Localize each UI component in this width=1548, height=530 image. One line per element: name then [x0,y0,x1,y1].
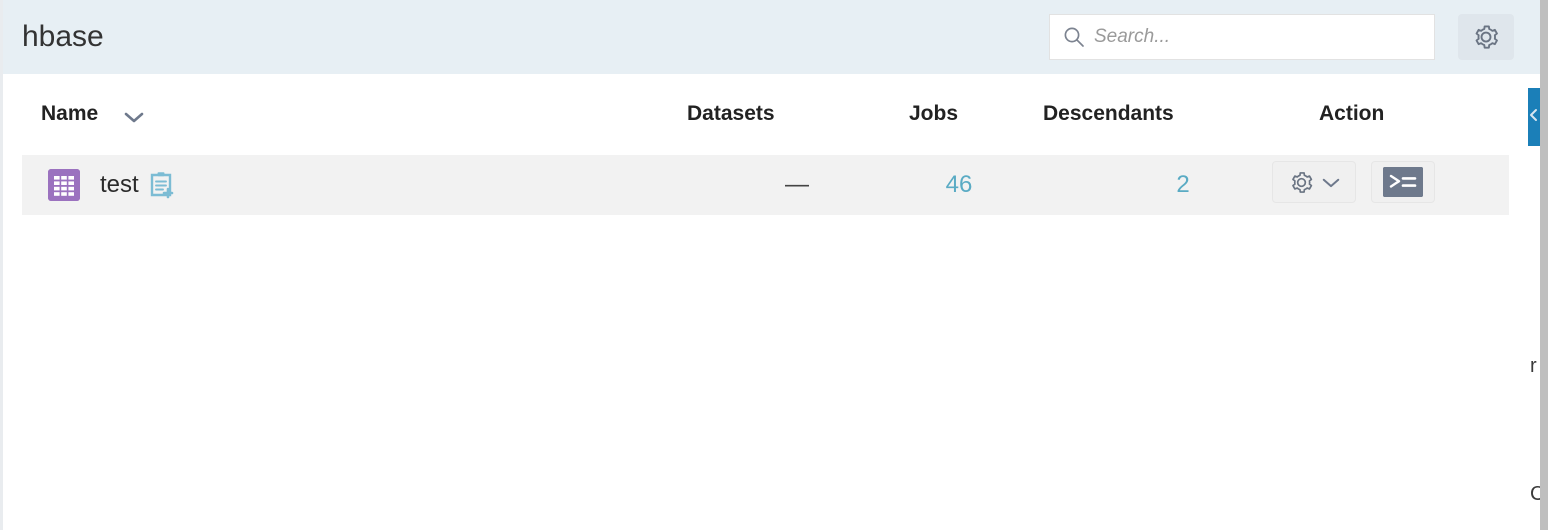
row-datasets-value: — [785,171,809,198]
vertical-scrollbar[interactable] [1540,0,1548,530]
clipboard-add-icon[interactable] [148,171,174,199]
row-action-cell [1272,161,1435,203]
row-descendants-value[interactable]: 2 [1176,171,1190,198]
row-terminal-button[interactable] [1371,161,1435,203]
row-jobs-value[interactable]: 46 [945,171,973,198]
search-icon [1064,27,1084,47]
chevron-down-icon [1322,178,1339,187]
row-name-label: test [100,171,139,198]
right-panel-strip: r C [1528,0,1540,530]
right-panel-header-strip [1528,0,1540,74]
column-header-action: Action [1319,102,1385,125]
column-header-jobs[interactable]: Jobs [909,102,959,125]
gear-icon [1475,25,1498,49]
clipped-edge-text-2: C [1530,483,1540,505]
table-row[interactable]: test — 46 2 [22,155,1509,215]
page-title: hbase [22,20,104,53]
search-input[interactable] [1094,26,1414,48]
header-settings-button[interactable] [1458,14,1514,60]
page-header: hbase [3,0,1528,74]
clipped-edge-text-1: r [1530,355,1537,377]
column-header-descendants[interactable]: Descendants [1043,102,1174,125]
table-header-row: Name Datasets Jobs Descendants Action [3,74,1528,140]
table-grid-icon [48,169,80,201]
row-name-cell: test [48,165,174,205]
row-settings-dropdown-button[interactable] [1272,161,1356,203]
terminal-console-icon [1383,167,1423,197]
chevron-down-icon[interactable] [123,110,145,124]
column-header-datasets[interactable]: Datasets [687,102,775,125]
chevron-left-icon[interactable] [1529,108,1539,122]
gear-icon [1291,171,1312,193]
page-left-edge [0,0,3,530]
search-box[interactable] [1049,14,1435,60]
column-header-name[interactable]: Name [41,102,99,125]
data-table: Name Datasets Jobs Descendants Action [3,74,1528,215]
